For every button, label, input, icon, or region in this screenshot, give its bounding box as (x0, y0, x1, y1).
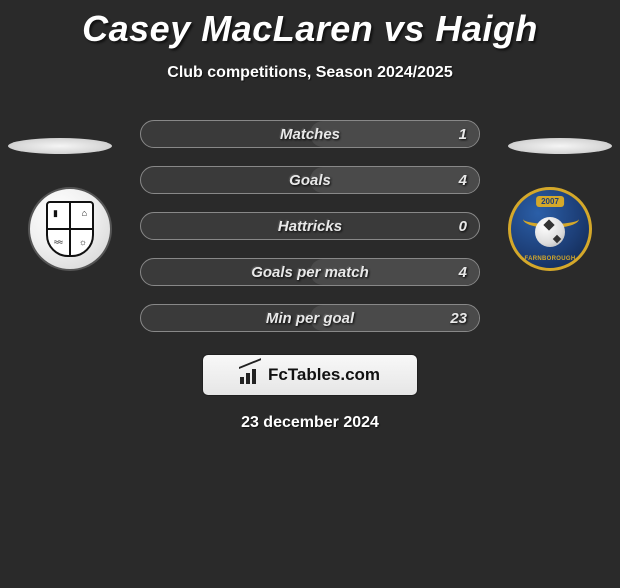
stat-label: Min per goal (266, 310, 354, 327)
subtitle: Club competitions, Season 2024/2025 (0, 64, 620, 82)
club-badge-right: 2007 FARNBOROUGH (500, 186, 600, 271)
stat-right-value: 1 (459, 126, 467, 143)
stat-row: Goals per match 4 (140, 258, 480, 286)
stat-right-value: 23 (450, 310, 467, 327)
club-badge-left: ▮⌂ ≈≈☼ (20, 186, 120, 271)
shield-icon: ▮⌂ ≈≈☼ (28, 187, 112, 271)
stat-right-value: 0 (459, 218, 467, 235)
stat-row: Hattricks 0 (140, 212, 480, 240)
country-badge-left (8, 138, 112, 154)
stat-row: Goals 4 (140, 166, 480, 194)
brand-box: FcTables.com (202, 354, 418, 396)
stat-row: Matches 1 (140, 120, 480, 148)
chart-icon (240, 366, 262, 384)
date-text: 23 december 2024 (0, 414, 620, 432)
stat-right-value: 4 (459, 172, 467, 189)
round-badge-icon: 2007 FARNBOROUGH (508, 187, 592, 271)
page-title: Casey MacLaren vs Haigh (0, 8, 620, 50)
stat-label: Hattricks (278, 218, 342, 235)
badge-club-text: FARNBOROUGH (511, 256, 589, 262)
country-badge-right (508, 138, 612, 154)
stat-label: Goals (289, 172, 331, 189)
stat-fill-right (310, 167, 479, 193)
brand-text: FcTables.com (268, 365, 380, 385)
stat-label: Goals per match (251, 264, 369, 281)
badge-year: 2007 (536, 196, 564, 207)
stats-container: Matches 1 Goals 4 Hattricks 0 Goals per match 4… (140, 120, 480, 332)
stat-row: Min per goal 23 (140, 304, 480, 332)
stat-label: Matches (280, 126, 340, 143)
stat-right-value: 4 (459, 264, 467, 281)
